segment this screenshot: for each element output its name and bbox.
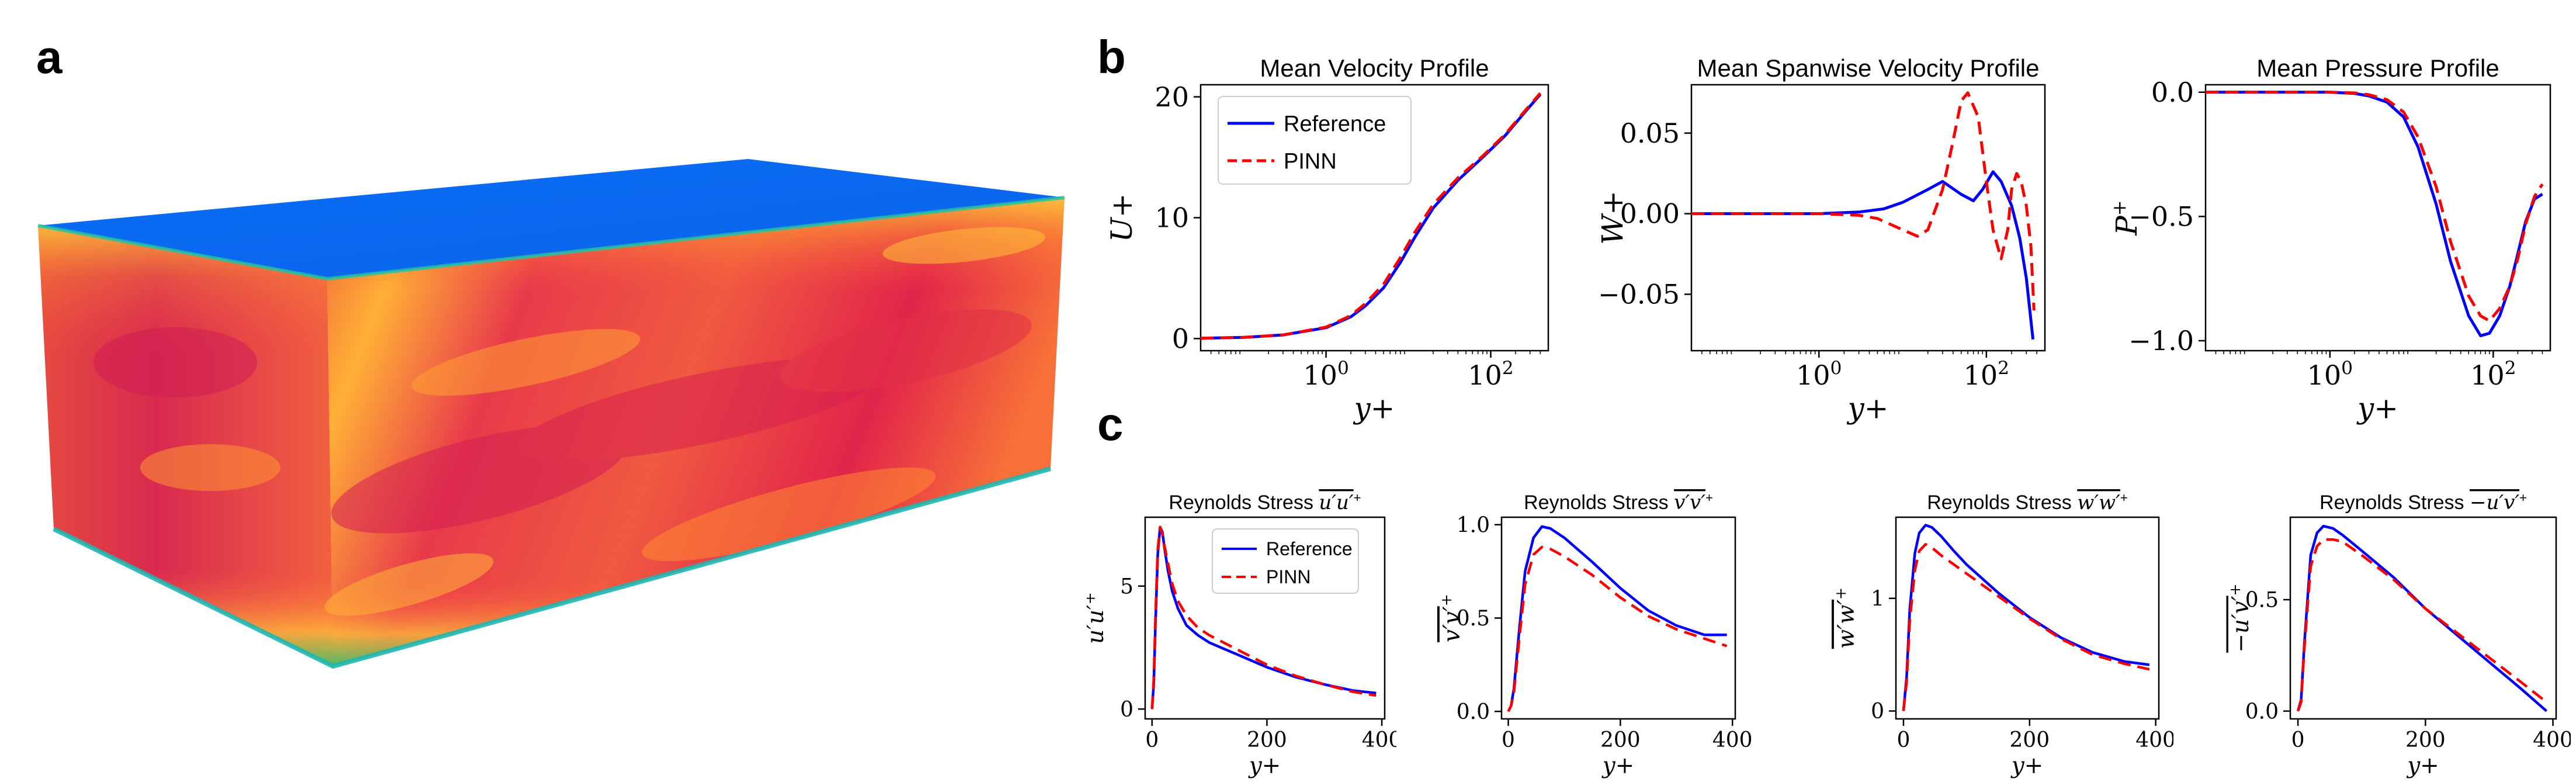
y-axis-label: W+ — [1601, 191, 1629, 245]
y-tick-label: 0.05 — [1620, 117, 1680, 149]
panel-label-a: a — [36, 31, 63, 83]
legend-label: Reference — [1266, 538, 1353, 559]
channel-flow-box — [37, 159, 1065, 669]
chart-title: Reynolds Stress w′w′+ — [1927, 490, 2128, 515]
x-tick-label: 400 — [2533, 728, 2571, 752]
chart-mean-pressure: Mean Pressure Profile 100 102 −1.0 −0.5 0.0 y+… — [2108, 54, 2551, 425]
series-line-pinn — [2296, 538, 2547, 712]
x-tick-label: 200 — [2009, 728, 2050, 752]
x-axis-label: y+ — [1353, 392, 1395, 425]
y-tick-label: 1.0 — [1457, 513, 1490, 537]
chart-title: Mean Spanwise Velocity Profile — [1697, 54, 2040, 82]
x-tick-label: 0 — [1145, 728, 1159, 752]
x-axis-label: y+ — [2010, 753, 2044, 779]
axes-frame — [2204, 84, 2551, 352]
chart-title: Reynolds Stress v′v′+ — [1524, 490, 1713, 515]
y-tick-label: 0.00 — [1620, 198, 1680, 230]
y-axis-label: P+ — [2108, 200, 2144, 236]
legend-box — [1218, 96, 1412, 185]
chart-title: Mean Velocity Profile — [1260, 54, 1489, 82]
y-axis-label: u′u′+ — [1087, 592, 1109, 644]
series-line-reference — [2296, 524, 2548, 712]
y-tick-label: 10 — [1154, 202, 1189, 234]
y-tick-label: 0.5 — [2245, 589, 2279, 613]
y-tick-label: −0.05 — [1601, 279, 1680, 310]
y-tick-label: 1 — [1871, 587, 1884, 611]
x-tick-label: 100 — [2307, 358, 2353, 391]
x-tick-label: 0 — [1502, 728, 1515, 752]
series-line-reference — [1507, 525, 1727, 712]
panel-label-c: c — [1097, 398, 1124, 450]
chart-reynolds-vv: Reynolds Stress v′v′+ 0 200 400 0.0 0.5 1.0 y+ v… — [1438, 490, 1753, 780]
y-tick-label: 0.0 — [2245, 700, 2279, 724]
x-tick-label: 400 — [2135, 728, 2173, 752]
y-tick-label: −0.5 — [2128, 200, 2194, 232]
x-tick-label: 102 — [2470, 358, 2516, 391]
x-tick-label: 200 — [2405, 728, 2446, 752]
x-tick-label: 200 — [1247, 728, 1287, 752]
x-tick-label: 102 — [1964, 358, 2009, 391]
y-axis-label: v′v′+ — [1438, 594, 1466, 642]
x-tick-label: 0 — [1897, 728, 1910, 752]
x-axis-label: y+ — [2406, 753, 2439, 779]
y-tick-label: 0.0 — [1457, 700, 1490, 724]
x-tick-label: 400 — [1362, 728, 1396, 752]
series-line-pinn — [1201, 92, 1542, 340]
panel-label-b: b — [1097, 31, 1126, 83]
y-axis-label: −u′v′+ — [2227, 583, 2255, 652]
x-tick-label: 102 — [1468, 358, 1513, 391]
series-line-reference — [1902, 524, 2150, 711]
x-tick-label: 100 — [1796, 358, 1842, 391]
chart-reynolds-uu: Reynolds Stress u′u′+ 0 200 400 0 5 y+ u′u′+ Ref… — [1087, 490, 1396, 780]
box-top-face — [38, 159, 1065, 279]
x-axis-label: y+ — [2356, 392, 2398, 425]
axes-frame — [1895, 516, 2160, 720]
series-line-pinn — [2206, 91, 2544, 323]
legend-box — [1212, 528, 1359, 594]
x-axis-label: y+ — [1601, 753, 1635, 779]
y-tick-label: 0 — [1120, 698, 1133, 722]
series-line-reference — [2206, 91, 2543, 337]
chart-title: Reynolds Stress −u′v′+ — [2320, 490, 2527, 515]
x-axis-label: y+ — [1248, 753, 1281, 779]
x-axis-label: y+ — [1847, 392, 1889, 425]
y-tick-label: 0 — [1871, 700, 1884, 724]
chart-mean-spanwise-velocity: Mean Spanwise Velocity Profile 100 102 −0.0… — [1601, 54, 2046, 425]
axes-frame — [1144, 516, 1386, 720]
y-tick-label: 0.5 — [1457, 607, 1490, 631]
legend-label: Reference — [1284, 112, 1386, 136]
legend-label: PINN — [1284, 149, 1337, 174]
y-axis-label: w′w′+ — [1832, 587, 1860, 649]
axes-frame — [2289, 516, 2557, 720]
y-tick-label: 0 — [1172, 323, 1189, 354]
chart-title: Mean Pressure Profile — [2256, 54, 2499, 82]
axes-frame — [1500, 516, 1736, 720]
chart-reynolds-uv: Reynolds Stress −u′v′+ 0 200 400 0.0 0.5 y+ −u′… — [2227, 490, 2571, 780]
axes-frame — [1690, 84, 2046, 352]
x-tick-label: 100 — [1303, 358, 1348, 391]
y-tick-label: −1.0 — [2128, 325, 2194, 357]
series-line-pinn — [1507, 545, 1728, 712]
series-line-pinn — [1691, 91, 2036, 311]
series-line-reference — [1691, 170, 2035, 340]
chart-title: Reynolds Stress u′u′+ — [1169, 490, 1361, 515]
series-line-pinn — [1902, 543, 2150, 711]
y-tick-label: 5 — [1120, 575, 1133, 598]
y-tick-label: 20 — [1154, 81, 1189, 113]
legend-label: PINN — [1266, 566, 1310, 587]
chart-reynolds-ww: Reynolds Stress w′w′+ 0 200 400 0 1 y+ w′w′+ — [1832, 490, 2174, 780]
x-tick-label: 0 — [2291, 728, 2305, 752]
y-tick-label: 0.0 — [2151, 77, 2194, 108]
x-tick-label: 400 — [1712, 728, 1753, 752]
y-axis-label: U+ — [1105, 193, 1139, 242]
x-tick-label: 200 — [1600, 728, 1641, 752]
series-line-pinn — [1150, 525, 1377, 710]
